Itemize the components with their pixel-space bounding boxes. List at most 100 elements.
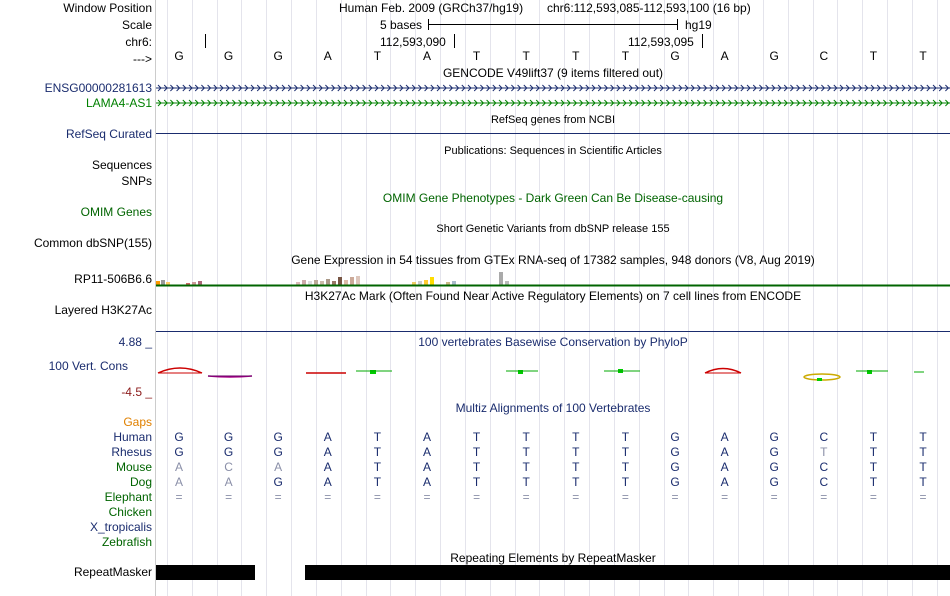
strand-chevron (225, 99, 230, 107)
track-label-dbsnp[interactable]: Common dbSNP(155) (33, 236, 152, 250)
strand-chevron (839, 99, 844, 107)
dna-base: T (869, 49, 878, 63)
repeat-element-block[interactable] (305, 565, 950, 580)
strand-chevron (821, 84, 826, 92)
strand-chevron (597, 84, 602, 92)
alignment-base-elephant: = (869, 490, 877, 504)
track-label-gaps[interactable]: Gaps (123, 415, 152, 429)
species-label-rhesus[interactable]: Rhesus (111, 445, 152, 459)
strand-chevron (467, 84, 472, 92)
alignment-base-mouse: G (769, 460, 779, 474)
strand-chevron (554, 99, 559, 107)
strand-chevron (734, 84, 739, 92)
strand-chevron (492, 84, 497, 92)
strand-chevron (721, 99, 726, 107)
strand-chevron (870, 99, 875, 107)
strand-chevron (728, 99, 733, 107)
strand-chevron (405, 99, 410, 107)
track-label-h3k27ac[interactable]: Layered H3K27Ac (54, 303, 152, 317)
strand-chevron (622, 99, 627, 107)
strand-chevron (362, 84, 367, 92)
strand-chevron (628, 99, 633, 107)
track-label-gtex-gene[interactable]: RP11-506B6.6 (74, 272, 152, 286)
label-scale: Scale (121, 18, 152, 32)
species-label-mouse[interactable]: Mouse (115, 460, 152, 474)
strand-chevron (312, 84, 317, 92)
strand-chevron (213, 84, 218, 92)
strand-chevron (182, 84, 187, 92)
track-label-sequences[interactable]: Sequences (91, 158, 152, 172)
strand-chevron (802, 84, 807, 92)
strand-chevron (591, 99, 596, 107)
phylop-conservation-plot[interactable] (156, 364, 950, 384)
strand-chevron (504, 84, 509, 92)
alignment-base-elephant: = (671, 490, 679, 504)
species-label-x-tropicalis[interactable]: X_tropicalis (89, 520, 152, 534)
strand-chevron (418, 84, 423, 92)
strand-chevron (566, 84, 571, 92)
strand-chevron (263, 99, 268, 107)
strand-chevron (535, 99, 540, 107)
dna-base: T (373, 49, 382, 63)
strand-chevron (498, 84, 503, 92)
strand-chevron (219, 99, 224, 107)
strand-chevron (436, 84, 441, 92)
strand-chevron (157, 99, 162, 107)
gene-feature-lines[interactable] (156, 82, 950, 110)
strand-chevron (473, 84, 478, 92)
alignment-base-human: G (174, 430, 184, 444)
track-label-lama4-as1[interactable]: LAMA4-AS1 (85, 96, 152, 110)
strand-chevron (356, 99, 361, 107)
strand-chevron (709, 84, 714, 92)
strand-chevron (883, 84, 888, 92)
track-title-omim: OMIM Gene Phenotypes - Dark Green Can Be… (382, 191, 724, 205)
gtex-expression-bars[interactable] (156, 268, 950, 287)
strand-chevron (914, 84, 919, 92)
strand-chevron (306, 99, 311, 107)
alignment-base-human: T (472, 430, 481, 444)
strand-chevron (783, 99, 788, 107)
repeat-element-block[interactable] (156, 565, 255, 580)
strand-chevron (219, 84, 224, 92)
track-label-refseq[interactable]: RefSeq Curated (65, 127, 152, 141)
strand-chevron (269, 84, 274, 92)
refseq-gene-line[interactable] (156, 133, 950, 134)
species-label-human[interactable]: Human (113, 430, 152, 444)
strand-chevron (591, 84, 596, 92)
strand-chevron (232, 84, 237, 92)
track-label-ensg[interactable]: ENSG00000281613 (44, 81, 152, 95)
alignment-base-human: C (819, 430, 829, 444)
scale-text: 5 bases (380, 18, 423, 32)
dna-base: T (522, 49, 530, 63)
strand-chevron (635, 99, 640, 107)
alignment-base-mouse: T (472, 460, 481, 474)
alignment-base-dog: T (472, 475, 481, 489)
track-label-omim[interactable]: OMIM Genes (80, 205, 152, 219)
species-label-dog[interactable]: Dog (129, 475, 152, 489)
strand-chevron (597, 99, 602, 107)
species-label-elephant[interactable]: Elephant (104, 490, 152, 504)
strand-chevron (275, 99, 280, 107)
strand-chevron (715, 84, 720, 92)
alignment-base-human: T (572, 430, 580, 444)
strand-chevron (678, 84, 683, 92)
alignment-base-human: T (621, 430, 630, 444)
dna-base: A (422, 49, 431, 63)
strand-chevron (672, 99, 677, 107)
alignment-base-rhesus: T (373, 445, 382, 459)
strand-chevron (188, 84, 193, 92)
strand-chevron (635, 84, 640, 92)
species-label-zebrafish[interactable]: Zebrafish (101, 535, 152, 549)
track-label-snps[interactable]: SNPs (121, 174, 152, 188)
species-label-chicken[interactable]: Chicken (108, 505, 152, 519)
strand-chevron (746, 84, 751, 92)
track-label-repeatmasker[interactable]: RepeatMasker (73, 565, 152, 579)
alignment-base-elephant: = (274, 490, 282, 504)
strand-chevron (517, 99, 522, 107)
track-title-h3k27ac: H3K27Ac Mark (Often Found Near Active Re… (304, 289, 802, 303)
track-label-vert-cons[interactable]: 100 Vert. Cons (48, 359, 128, 373)
ruler-coord-2: 112,593,095 (628, 35, 694, 49)
strand-chevron (560, 99, 565, 107)
strand-chevron (889, 84, 894, 92)
strand-chevron (666, 84, 671, 92)
